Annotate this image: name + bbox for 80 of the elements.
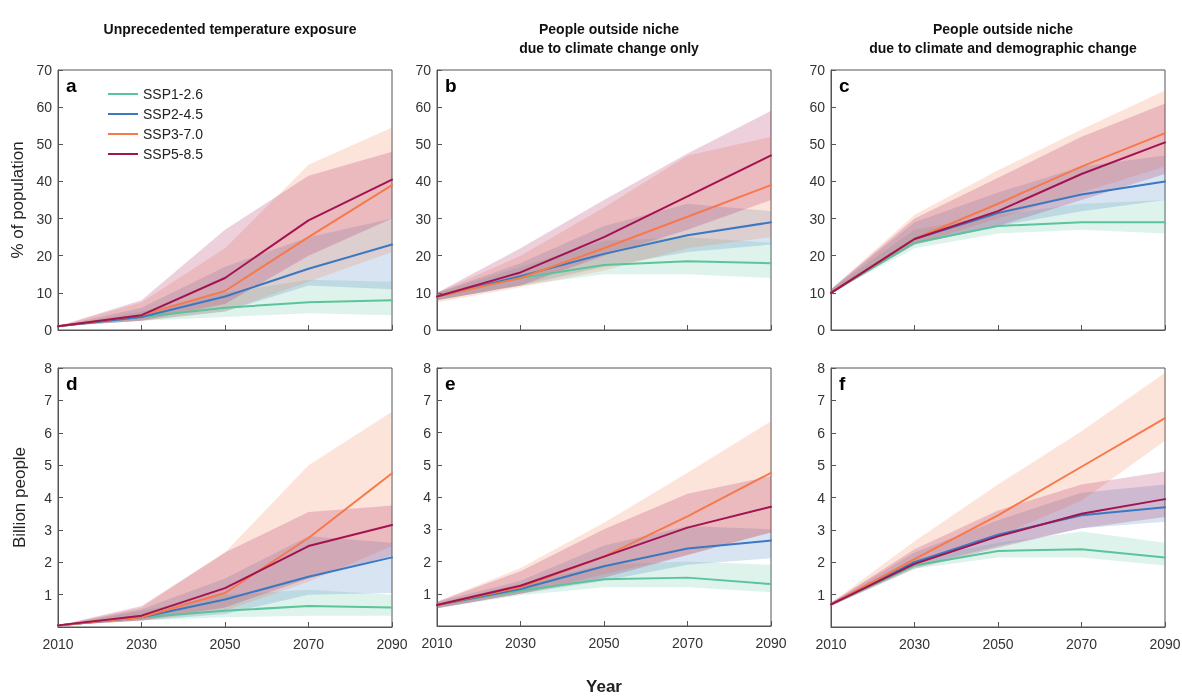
y-tick-label: 50 [809, 136, 826, 153]
y-tick-label: 30 [36, 210, 53, 227]
y-tick-label: 3 [817, 521, 826, 538]
x-tick-label: 2070 [1065, 636, 1098, 652]
y-tick-label: 2 [44, 554, 53, 571]
annotation: a [66, 75, 77, 96]
y-tick-label: 50 [36, 136, 53, 153]
y-tick-label: 10 [415, 284, 432, 301]
y-tick-label: 4 [44, 489, 53, 506]
x-tick-label: 2030 [504, 635, 537, 651]
y-tick-label: 20 [809, 247, 826, 264]
y-tick-label: 7 [44, 392, 53, 409]
annotation: f [839, 373, 846, 394]
line-series [436, 505, 772, 607]
y-tick-label: 1 [423, 585, 432, 602]
annotation: e [445, 373, 456, 394]
y-axis-title: % of population [7, 141, 27, 259]
x-tick-label: 2070 [671, 635, 704, 651]
y-tick-label: 0 [423, 322, 432, 338]
y-tick-label: 2 [423, 553, 432, 570]
annotation: b [445, 75, 457, 96]
chart-title: Unprecedented temperature exposure [103, 20, 357, 37]
y-tick-label: 3 [44, 521, 53, 538]
y-tick-label: 40 [415, 173, 432, 190]
y-tick-label: 6 [44, 424, 53, 441]
y-tick-label: 1 [817, 586, 826, 603]
y-tick-label: 8 [44, 360, 53, 376]
legend-label: SSP1-2.6 [143, 86, 204, 102]
y-tick-label: 8 [423, 360, 432, 376]
y-tick-label: 30 [809, 210, 826, 227]
y-tick-label: 60 [36, 99, 53, 116]
annotation: c [839, 75, 850, 96]
y-tick-label: 3 [423, 521, 432, 538]
y-tick-label: 20 [415, 247, 432, 264]
y-tick-label: 50 [415, 136, 432, 153]
y-tick-label: 60 [415, 99, 432, 116]
annotation: d [66, 373, 78, 394]
x-tick-label: 2050 [209, 636, 241, 652]
x-tick-label: 2090 [376, 636, 408, 652]
x-tick-label: 2030 [898, 636, 931, 652]
y-axis-title: Billion people [10, 446, 29, 549]
x-tick-label: 2090 [755, 635, 787, 651]
y-tick-label: 6 [817, 424, 826, 441]
chart-title: People outside niche due to climate and demographic change [869, 20, 1138, 56]
y-tick-label: 70 [415, 62, 432, 78]
x-tick-label: 2090 [1149, 636, 1181, 652]
y-tick-label: 60 [809, 99, 826, 116]
x-tick-label: 2010 [421, 635, 453, 651]
y-tick-label: 10 [36, 284, 53, 301]
y-tick-label: 10 [809, 284, 826, 301]
x-tick-label: 2070 [292, 636, 325, 652]
x-tick-label: 2050 [588, 635, 620, 651]
x-axis-title: Year [586, 677, 623, 696]
y-tick-label: 5 [817, 457, 826, 474]
y-tick-label: 6 [423, 424, 432, 441]
y-tick-label: 7 [423, 392, 432, 409]
y-tick-label: 5 [423, 456, 432, 473]
y-tick-label: 40 [36, 173, 53, 190]
legend-label: SSP2-4.5 [143, 106, 204, 122]
y-tick-label: 0 [817, 322, 826, 338]
x-tick-label: 2030 [125, 636, 158, 652]
x-tick-label: 2010 [815, 636, 847, 652]
legend-label: SSP5-8.5 [143, 146, 204, 162]
y-tick-label: 70 [809, 62, 826, 78]
y-tick-label: 30 [415, 210, 432, 227]
y-tick-label: 2 [817, 554, 826, 571]
y-tick-label: 1 [44, 586, 53, 603]
y-tick-label: 5 [44, 457, 53, 474]
y-tick-label: 20 [36, 247, 53, 264]
y-tick-label: 0 [44, 322, 53, 338]
y-tick-label: 8 [817, 360, 826, 376]
y-tick-label: 40 [809, 173, 826, 190]
chart-title: People outside niche due to climate change only [519, 20, 700, 56]
legend-label: SSP3-7.0 [143, 126, 204, 142]
x-tick-label: 2010 [42, 636, 74, 652]
y-tick-label: 4 [817, 489, 826, 506]
y-tick-label: 70 [36, 62, 53, 78]
x-tick-label: 2050 [982, 636, 1014, 652]
y-tick-label: 4 [423, 489, 432, 505]
y-tick-label: 7 [817, 392, 826, 409]
